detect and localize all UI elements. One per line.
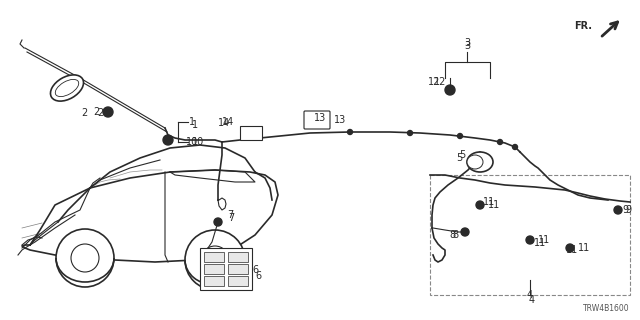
Text: FR.: FR. <box>574 21 592 31</box>
Text: 8: 8 <box>452 230 458 240</box>
Text: 14: 14 <box>218 118 230 128</box>
Circle shape <box>445 85 455 95</box>
Bar <box>200 248 252 290</box>
Text: 2: 2 <box>97 108 103 118</box>
Text: 10: 10 <box>186 137 198 147</box>
Text: 2: 2 <box>93 107 100 117</box>
Text: 10: 10 <box>192 137 204 147</box>
Circle shape <box>461 228 469 236</box>
Text: 6: 6 <box>252 265 258 275</box>
Text: 11: 11 <box>483 197 495 207</box>
Text: 2: 2 <box>82 108 88 118</box>
Text: 7: 7 <box>227 210 233 220</box>
Text: 11: 11 <box>534 238 546 248</box>
Text: 12: 12 <box>434 77 446 87</box>
Circle shape <box>185 230 245 290</box>
Circle shape <box>214 218 222 226</box>
Circle shape <box>71 244 99 272</box>
Circle shape <box>408 131 413 135</box>
Text: 9: 9 <box>625 205 631 215</box>
Bar <box>240 126 262 140</box>
Bar <box>204 264 224 274</box>
Circle shape <box>526 236 534 244</box>
Bar <box>228 252 248 262</box>
Ellipse shape <box>55 79 79 97</box>
Text: 11: 11 <box>488 200 500 210</box>
Text: 11: 11 <box>566 245 578 255</box>
Text: 7: 7 <box>228 213 234 223</box>
Circle shape <box>476 201 484 209</box>
Text: 13: 13 <box>314 113 326 123</box>
Text: 4: 4 <box>529 295 535 305</box>
Circle shape <box>513 145 518 149</box>
Text: 3: 3 <box>464 41 470 51</box>
Bar <box>430 175 630 295</box>
Circle shape <box>614 206 622 214</box>
Text: 8: 8 <box>449 230 455 240</box>
Text: 14: 14 <box>222 117 234 127</box>
Text: TRW4B1600: TRW4B1600 <box>584 304 630 313</box>
Ellipse shape <box>467 155 483 169</box>
Circle shape <box>566 244 574 252</box>
Ellipse shape <box>51 75 84 101</box>
Circle shape <box>103 107 113 117</box>
Text: 5: 5 <box>456 153 462 163</box>
Text: 11: 11 <box>578 243 590 253</box>
Circle shape <box>348 130 353 134</box>
Text: 12: 12 <box>428 77 440 87</box>
Text: 9: 9 <box>622 205 628 215</box>
Text: 13: 13 <box>334 115 346 125</box>
FancyBboxPatch shape <box>304 111 330 129</box>
Ellipse shape <box>467 152 493 172</box>
Bar <box>204 276 224 286</box>
Text: 1: 1 <box>192 120 198 130</box>
Bar <box>228 264 248 274</box>
Text: 6: 6 <box>255 271 261 281</box>
Text: 3: 3 <box>464 38 470 48</box>
Text: 1: 1 <box>189 117 195 127</box>
Text: 5: 5 <box>459 150 465 160</box>
Bar <box>228 276 248 286</box>
Text: 11: 11 <box>538 235 550 245</box>
Circle shape <box>163 135 173 145</box>
Bar <box>204 252 224 262</box>
Circle shape <box>458 133 463 139</box>
Circle shape <box>201 246 229 274</box>
Text: 4: 4 <box>527 290 533 300</box>
Circle shape <box>497 140 502 145</box>
Circle shape <box>56 229 114 287</box>
